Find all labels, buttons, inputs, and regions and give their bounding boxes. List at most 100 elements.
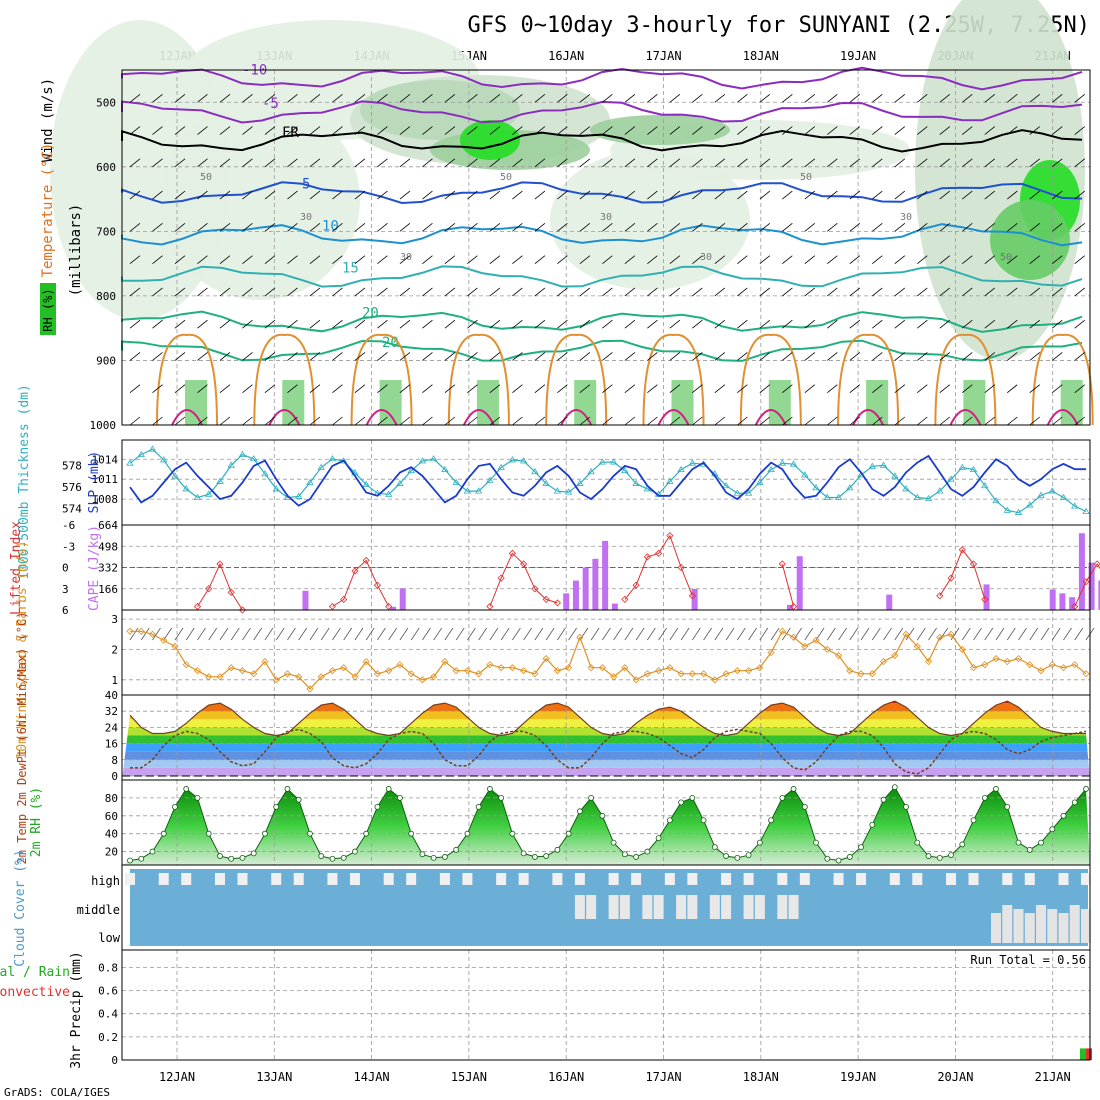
wind-barb	[467, 287, 478, 297]
wind-barb	[1029, 190, 1041, 200]
wind-barb	[489, 319, 501, 329]
thickness-marker	[891, 472, 899, 479]
tick-label: 1000	[90, 419, 117, 432]
wind-barb	[422, 190, 433, 200]
wind-barb	[737, 319, 748, 329]
wind-barb	[1074, 158, 1086, 168]
rh-marker	[734, 854, 741, 861]
wind-barb	[287, 319, 298, 329]
wind-barb	[242, 223, 253, 232]
cape-bar	[572, 580, 579, 610]
rh-marker	[678, 799, 685, 806]
thickness-frame	[121, 439, 1091, 526]
tick-label: 500	[96, 96, 116, 109]
wind10-marker	[283, 670, 292, 678]
wind-barb	[973, 627, 982, 641]
rh-shade	[590, 115, 730, 145]
rh-marker	[880, 796, 887, 803]
wind-barb	[624, 126, 636, 135]
wind-barb	[197, 416, 208, 426]
wind-barb	[939, 319, 951, 329]
wind-barb	[332, 190, 343, 200]
wind-barb	[759, 126, 771, 135]
wind-barb	[1074, 319, 1086, 329]
tick-label: 600	[96, 161, 116, 174]
lifted-index-marker	[553, 599, 561, 607]
wind10-marker	[992, 655, 1000, 663]
wind10-marker	[272, 676, 280, 684]
wind-barb	[399, 93, 411, 103]
wind-barb	[264, 93, 276, 103]
thickness-marker	[1059, 493, 1068, 500]
wind-barb	[602, 158, 613, 168]
temperature-contour	[642, 333, 705, 426]
wind-barb	[422, 416, 433, 426]
pressure-axis-label: (millibars)	[68, 204, 84, 297]
wind10-marker	[1014, 655, 1023, 663]
wind-barb	[377, 627, 386, 641]
wind-barb	[1074, 126, 1086, 135]
wind-barb	[984, 352, 996, 361]
tick-label: 1014	[92, 453, 119, 466]
wind-barb	[939, 255, 951, 264]
rh-marker	[262, 830, 268, 837]
temperature-axis-label: Temperature (°C)	[40, 143, 56, 278]
temperature-contour	[657, 409, 690, 426]
rh-marker	[779, 794, 786, 801]
wind-barb	[264, 319, 276, 329]
wind-barb	[827, 352, 838, 361]
thickness-marker	[216, 477, 224, 484]
wind-barb	[714, 223, 726, 232]
temperature-contour	[121, 339, 1083, 362]
wind-barb	[399, 255, 411, 264]
wind-barb	[557, 93, 568, 103]
tick-label: 332	[98, 562, 118, 575]
tick-label: 3	[111, 613, 118, 626]
wind-barb	[782, 190, 793, 200]
lifted-index-line	[624, 534, 693, 600]
thickness-marker	[474, 487, 483, 494]
wind-barb	[174, 287, 186, 297]
tick-label: -3	[62, 540, 75, 553]
wind-barb	[860, 627, 870, 641]
thickness-marker	[1071, 502, 1079, 509]
wind-barb	[1040, 627, 1050, 641]
wind-barb	[1006, 627, 1016, 641]
wind-barb	[782, 158, 793, 168]
wind-barb	[332, 352, 343, 361]
rh-marker	[352, 848, 358, 855]
dewpoint-line	[130, 728, 1087, 775]
wind-barb	[512, 158, 523, 168]
cloud-cell-high	[406, 873, 417, 885]
wind-barb	[309, 319, 321, 329]
wind-barb	[579, 126, 591, 135]
tick-label: 60	[105, 810, 118, 823]
temp-band	[122, 767, 1090, 776]
temperature-contour	[739, 333, 802, 426]
wind-barb	[759, 416, 771, 426]
wind-barb	[264, 190, 276, 200]
wind-barb	[1074, 627, 1084, 641]
wind-barb	[264, 352, 276, 361]
wind-barb	[399, 287, 411, 297]
cloud-cell-middle	[1024, 913, 1035, 943]
wind-barb	[242, 93, 253, 103]
wind10-frame	[121, 609, 1091, 696]
wind10-marker	[160, 636, 168, 644]
rh-marker	[813, 839, 819, 846]
wind10-marker	[981, 661, 989, 669]
wind-barb	[782, 384, 793, 394]
wind10-marker	[542, 655, 550, 663]
wind-barb	[917, 384, 928, 394]
wind-barb	[534, 158, 546, 168]
cloud-cell-middle	[991, 913, 1002, 943]
wind-barb	[1052, 352, 1063, 361]
wind-barb	[557, 255, 568, 264]
wind-barb	[467, 319, 478, 329]
wind10-marker	[452, 667, 460, 675]
wind-barb	[782, 352, 793, 361]
cloud-cell-middle	[676, 895, 687, 919]
wind-barb	[242, 416, 253, 426]
wind-barb	[287, 287, 298, 297]
wind-barb	[647, 158, 658, 168]
